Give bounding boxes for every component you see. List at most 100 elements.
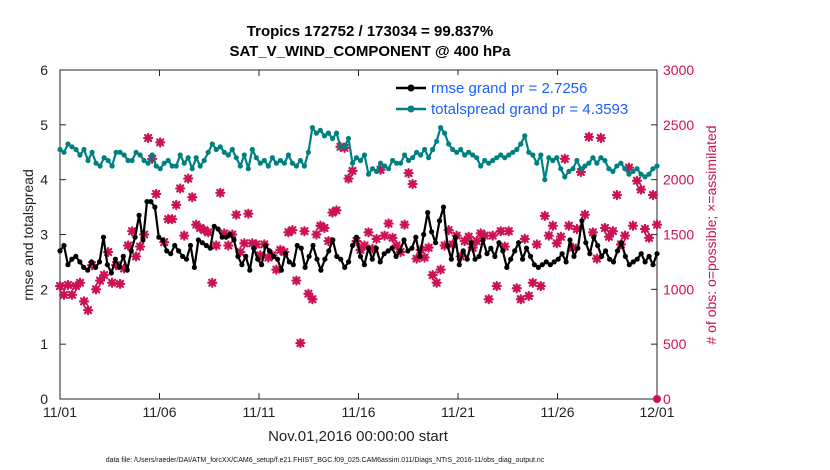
- rmse-point: [448, 256, 454, 262]
- rmse-point: [638, 251, 644, 257]
- obs-marker: [547, 220, 558, 231]
- totalspread-point: [410, 155, 416, 161]
- obs-marker: [239, 238, 250, 249]
- obs-marker: [443, 225, 454, 236]
- obs-marker: [110, 260, 122, 271]
- rmse-point: [504, 264, 510, 270]
- totalspread-point: [558, 166, 564, 172]
- obs-marker: [315, 220, 326, 231]
- rmse-point: [306, 253, 312, 259]
- rmse-point: [539, 262, 545, 268]
- rmse-point: [152, 204, 158, 210]
- obs-marker: [195, 222, 206, 234]
- obs-marker: [379, 230, 390, 241]
- obs-marker: [347, 165, 358, 176]
- obs-marker: [519, 233, 530, 244]
- rmse-point: [646, 253, 652, 259]
- obs-marker: [471, 235, 482, 247]
- totalspread-point: [578, 166, 584, 172]
- rmse-point: [429, 229, 435, 235]
- totalspread-point: [341, 144, 348, 150]
- totalspread-point: [293, 163, 299, 169]
- obs-marker: [215, 187, 226, 198]
- totalspread-point: [73, 146, 79, 153]
- rmse-point: [468, 240, 474, 246]
- rmse-point: [377, 259, 383, 265]
- rmse-point: [583, 240, 589, 246]
- obs-marker: [607, 226, 619, 237]
- obs-marker: [423, 242, 434, 253]
- totalspread-point: [101, 155, 107, 161]
- rmse-point: [239, 262, 245, 268]
- rmse-point: [302, 264, 308, 270]
- rmse-point: [89, 259, 95, 265]
- rmse-point: [472, 256, 478, 262]
- obs-marker: [211, 240, 222, 251]
- y-tick-label: 1: [40, 336, 48, 352]
- totalspread-point: [618, 160, 624, 166]
- chart-subtitle: SAT_V_WIND_COMPONENT @ 400 hPa: [229, 43, 511, 60]
- obs-marker: [327, 207, 338, 218]
- rmse-point: [294, 242, 300, 249]
- rmse-point: [531, 262, 538, 268]
- rmse-point: [654, 251, 660, 257]
- obs-marker: [371, 233, 382, 244]
- totalspread-point: [333, 130, 340, 136]
- totalspread-point: [213, 146, 219, 153]
- totalspread-point: [458, 146, 464, 153]
- obs-marker: [143, 132, 154, 144]
- obs-marker: [431, 277, 442, 288]
- totalspread-point: [69, 144, 75, 150]
- totalspread-point: [446, 141, 452, 147]
- totalspread-point: [402, 152, 408, 158]
- rmse-point: [290, 262, 296, 268]
- x-tick-label: 11/01: [43, 404, 77, 420]
- rmse-point: [187, 242, 194, 249]
- obs-marker: [523, 290, 534, 302]
- totalspread-point: [121, 152, 127, 158]
- rmse-point: [231, 237, 237, 243]
- totalspread-point: [357, 157, 364, 164]
- totalspread-point: [129, 157, 135, 164]
- obs-marker: [183, 173, 194, 184]
- totalspread-point: [57, 146, 63, 153]
- rmse-point: [417, 253, 423, 259]
- totalspread-point: [297, 157, 303, 164]
- totalspread-point: [325, 130, 331, 136]
- totalspread-point: [61, 149, 67, 155]
- rmse-point: [361, 262, 367, 268]
- totalspread-point: [522, 133, 528, 139]
- rmse-point: [314, 256, 320, 262]
- rmse-point: [563, 259, 569, 265]
- obs-marker: [287, 225, 298, 236]
- obs-marker: [78, 296, 90, 307]
- x-tick-label: 11/21: [441, 404, 475, 420]
- obs-marker: [151, 188, 162, 200]
- totalspread-point: [245, 166, 251, 172]
- totalspread-point: [353, 155, 360, 161]
- totalspread-point: [582, 163, 588, 169]
- rmse-point: [318, 267, 324, 273]
- rmse-point: [203, 242, 209, 249]
- totalspread-point: [474, 155, 480, 161]
- totalspread-point: [626, 171, 632, 177]
- totalspread-point: [97, 163, 103, 169]
- totalspread-point: [249, 146, 255, 153]
- y-tick-label: 6: [40, 62, 48, 78]
- rmse-point: [69, 256, 75, 262]
- totalspread-point: [570, 166, 576, 172]
- rmse-point: [444, 242, 451, 249]
- obs-marker: [203, 227, 214, 238]
- totalspread-point: [265, 163, 271, 169]
- obs-marker: [66, 289, 78, 300]
- obs-marker: [127, 226, 138, 237]
- totalspread-point: [301, 163, 307, 169]
- obs-marker: [283, 227, 294, 238]
- rmse-point: [614, 248, 621, 254]
- totalspread-point: [289, 160, 295, 166]
- rmse-point: [630, 259, 636, 265]
- totalspread-point: [349, 160, 356, 166]
- rmse-point: [286, 259, 292, 265]
- totalspread-point: [606, 166, 612, 172]
